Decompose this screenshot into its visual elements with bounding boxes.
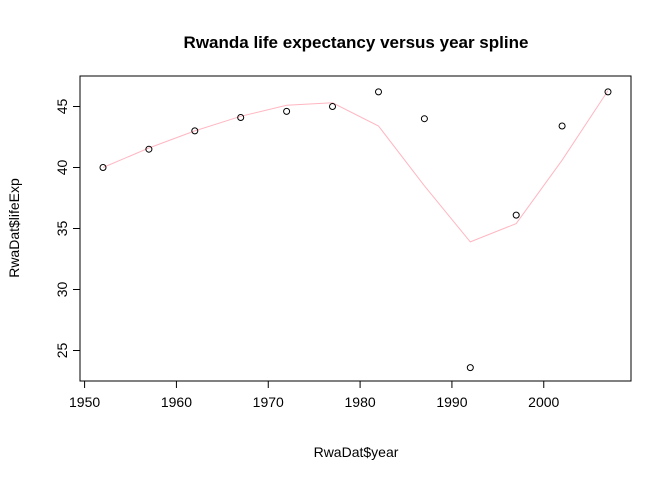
y-tick-label: 30 xyxy=(54,282,70,298)
data-point xyxy=(604,88,612,96)
data-point xyxy=(420,115,428,123)
x-tick-label: 1950 xyxy=(69,394,100,410)
data-point xyxy=(99,164,107,171)
x-axis: 1950 1960 1970 1980 1990 2000 xyxy=(69,381,560,410)
data-point xyxy=(466,364,474,372)
data-point xyxy=(512,211,520,219)
y-axis-label: RwaDat$lifeExp xyxy=(6,178,22,278)
data-point xyxy=(283,107,291,115)
data-point xyxy=(237,114,245,121)
y-tick-label: 45 xyxy=(54,99,70,115)
data-point xyxy=(191,127,199,135)
data-points xyxy=(99,88,612,372)
x-tick-label: 2000 xyxy=(528,394,559,410)
x-tick-label: 1960 xyxy=(161,394,192,410)
data-point xyxy=(375,88,382,96)
x-tick-label: 1970 xyxy=(253,394,284,410)
y-tick-label: 35 xyxy=(54,221,70,237)
y-tick-label: 25 xyxy=(54,343,70,359)
x-tick-label: 1980 xyxy=(345,394,376,410)
data-point xyxy=(145,145,153,153)
y-tick-label: 40 xyxy=(54,160,70,176)
y-axis: 25 30 35 40 45 xyxy=(54,99,80,359)
data-point xyxy=(558,122,566,130)
plot-frame xyxy=(79,75,632,382)
data-point xyxy=(329,103,336,110)
x-tick-label: 1990 xyxy=(436,394,467,410)
x-axis-label: RwaDat$year xyxy=(314,444,399,460)
spline-line xyxy=(102,90,609,243)
chart-title: Rwanda life expectancy versus year splin… xyxy=(184,33,529,52)
